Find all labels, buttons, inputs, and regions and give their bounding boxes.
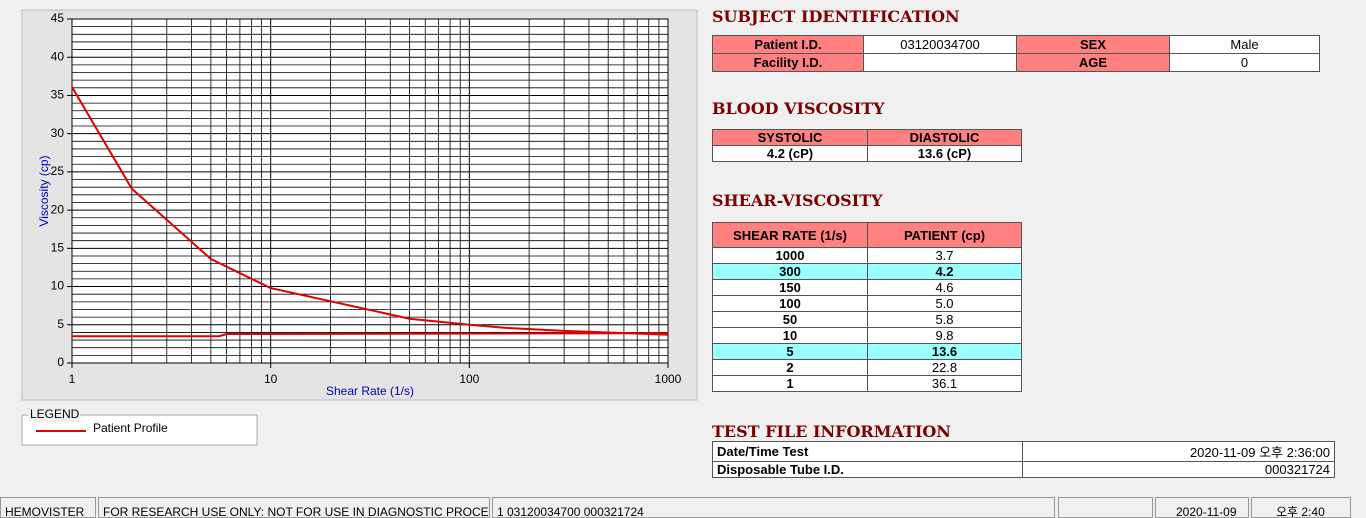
row: 5 13.6 xyxy=(712,343,1022,360)
shear-rate: 300 xyxy=(712,263,868,280)
section-title: BLOOD VISCOSITY xyxy=(712,99,885,118)
shear-rate: 1 xyxy=(712,375,868,392)
value xyxy=(863,53,1017,72)
label: Patient I.D. xyxy=(712,35,864,54)
value: 4.2 (cP) xyxy=(712,145,868,162)
patient-value: 5.8 xyxy=(867,311,1022,328)
row: 2 22.8 xyxy=(712,359,1022,376)
row: 100 5.0 xyxy=(712,295,1022,312)
y-tick-label: 25 xyxy=(51,164,65,178)
header: DIASTOLIC xyxy=(867,129,1022,146)
status-cell: 2020-11-09 xyxy=(1155,497,1249,518)
patient-value: 9.8 xyxy=(867,327,1022,344)
row: 1000 3.7 xyxy=(712,247,1022,264)
x-tick-label: 100 xyxy=(459,372,479,386)
section-title: TEST FILE INFORMATION xyxy=(712,422,951,441)
patient-value: 3.7 xyxy=(867,247,1022,264)
data-line xyxy=(71,86,669,336)
shear-rate: 10 xyxy=(712,327,868,344)
shear-rate: 100 xyxy=(712,295,868,312)
y-tick-label: 40 xyxy=(51,49,65,63)
status-cell: 오후 2:40 xyxy=(1251,497,1351,518)
shear-rate: 150 xyxy=(712,279,868,296)
shear-rate: 2 xyxy=(712,359,868,376)
plot-border xyxy=(71,18,669,364)
x-tick-label: 1 xyxy=(69,372,76,386)
row: 50 5.8 xyxy=(712,311,1022,328)
plot-area xyxy=(72,19,668,363)
value: Male xyxy=(1169,35,1320,54)
shear-rate: 1000 xyxy=(712,247,868,264)
shear-rate: 5 xyxy=(712,343,868,360)
patient-value: 36.1 xyxy=(867,375,1022,392)
value: 2020-11-09 오후 2:36:00 xyxy=(1022,441,1335,462)
blood-table: SYSTOLIC DIASTOLIC 4.2 (cP) 13.6 (cP) xyxy=(712,129,1022,162)
patient-value: 4.2 xyxy=(867,263,1022,280)
shear-table: SHEAR RATE (1/s) PATIENT (cp) 1000 3.7 300 4… xyxy=(712,222,1022,392)
x-tick-label: 1000 xyxy=(655,372,682,386)
header: SHEAR RATE (1/s) xyxy=(712,222,868,248)
status-cell: FOR RESEARCH USE ONLY: NOT FOR USE IN DI… xyxy=(98,497,490,518)
status-cell: 1 03120034700 000321724 xyxy=(492,497,1055,518)
header: PATIENT (cp) xyxy=(867,222,1022,248)
row: 10 9.8 xyxy=(712,327,1022,344)
legend-title-bg xyxy=(28,408,80,422)
row: 300 4.2 xyxy=(712,263,1022,280)
y-axis-title: Viscosity (cp) xyxy=(37,155,51,226)
y-tick-label: 5 xyxy=(57,317,64,331)
label: Facility I.D. xyxy=(712,53,864,72)
value: 13.6 (cP) xyxy=(867,145,1022,162)
row: 1 36.1 xyxy=(712,375,1022,392)
y-tick-label: 20 xyxy=(51,202,65,216)
section-title: SUBJECT IDENTIFICATION xyxy=(712,7,960,26)
label: AGE xyxy=(1016,53,1170,72)
chart: Viscosity (cp) Shear Rate (1/s) LEGEND 0… xyxy=(21,9,698,446)
y-tick-label: 0 xyxy=(57,355,64,369)
value: 000321724 xyxy=(1022,461,1335,478)
y-tick-label: 15 xyxy=(51,241,65,255)
y-tick-label: 35 xyxy=(51,88,65,102)
shear-rate: 50 xyxy=(712,311,868,328)
row: 150 4.6 xyxy=(712,279,1022,296)
y-tick-label: 45 xyxy=(51,11,65,25)
legend-title: LEGEND xyxy=(30,407,80,421)
patient-value: 5.0 xyxy=(867,295,1022,312)
data-line xyxy=(72,332,669,338)
subject-table: Patient I.D. 03120034700 SEX Male Facility … xyxy=(712,35,1320,72)
patient-value: 22.8 xyxy=(867,359,1022,376)
status-cell xyxy=(1058,497,1153,518)
status-cell: HEMOVISTER xyxy=(0,497,96,518)
header: SYSTOLIC xyxy=(712,129,868,146)
x-axis-title: Shear Rate (1/s) xyxy=(326,384,414,398)
section-title: SHEAR-VISCOSITY xyxy=(712,191,883,210)
value: 0 xyxy=(1169,53,1320,72)
value: 03120034700 xyxy=(863,35,1017,54)
y-tick-label: 30 xyxy=(51,126,65,140)
x-tick-label: 10 xyxy=(264,372,278,386)
patient-value: 4.6 xyxy=(867,279,1022,296)
test-file-table: Date/Time Test 2020-11-09 오후 2:36:00 Disp… xyxy=(712,441,1335,478)
label: Date/Time Test xyxy=(712,441,1023,462)
patient-value: 13.6 xyxy=(867,343,1022,360)
legend-label: Patient Profile xyxy=(93,421,168,435)
y-tick-label: 10 xyxy=(51,279,65,293)
label: SEX xyxy=(1016,35,1170,54)
label: Disposable Tube I.D. xyxy=(712,461,1023,478)
